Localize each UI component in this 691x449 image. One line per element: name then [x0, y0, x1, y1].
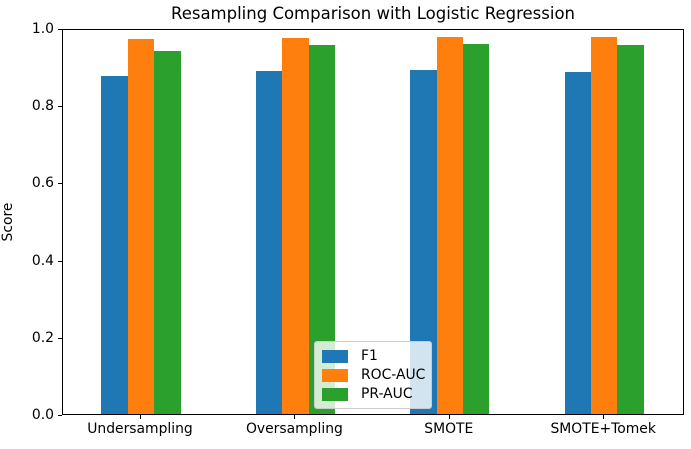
chart-title: Resampling Comparison with Logistic Regr… — [170, 4, 576, 23]
f1-swatch — [322, 349, 348, 363]
y-tick-mark — [58, 337, 62, 339]
bar-pr-auc-undersampling — [154, 51, 181, 414]
bar-roc-auc-smote — [436, 36, 463, 414]
y-tick-mark — [58, 29, 62, 30]
bar-f1-oversampling — [255, 70, 283, 414]
x-tick-mark — [294, 415, 296, 419]
x-tick-mark — [448, 415, 450, 419]
legend-label-roc-auc: ROC-AUC — [361, 367, 426, 383]
legend-label-f1: F1 — [361, 348, 378, 364]
plot-area: F1 ROC-AUC PR-AUC — [62, 29, 684, 415]
x-tick-mark — [140, 415, 141, 419]
y-tick-label-0.6: 0.6 — [31, 175, 54, 192]
bar-pr-auc-smote — [463, 44, 490, 414]
bar-f1-smote-tomek — [564, 72, 591, 414]
bar-roc-auc-smote-tomek — [591, 36, 618, 414]
x-tick-label-smote-tomek: SMOTE+Tomek — [550, 421, 656, 437]
pr-auc-swatch — [322, 387, 348, 401]
bar-pr-auc-smote-tomek — [617, 45, 644, 414]
legend-item-pr-auc: PR-AUC — [322, 386, 421, 402]
y-tick-label-0.4: 0.4 — [31, 252, 54, 269]
y-tick-label-0.8: 0.8 — [31, 98, 54, 115]
y-tick-label-1.0: 1.0 — [31, 21, 54, 37]
roc-auc-swatch — [322, 368, 348, 382]
y-tick-mark — [58, 260, 62, 262]
legend: F1 ROC-AUC PR-AUC — [314, 341, 432, 409]
x-tick-mark — [603, 415, 605, 419]
y-tick-label-0.2: 0.2 — [31, 329, 54, 346]
y-axis-label: Score — [0, 202, 16, 242]
y-tick-mark — [58, 415, 62, 416]
legend-item-f1: F1 — [322, 348, 421, 364]
legend-item-roc-auc: ROC-AUC — [322, 367, 425, 383]
x-tick-label-smote: SMOTE — [424, 421, 474, 437]
x-tick-label-undersampling: Undersampling — [87, 421, 193, 437]
bar-roc-auc-oversampling — [282, 37, 309, 414]
y-tick-mark — [58, 183, 62, 185]
y-tick-label-0.0: 0.0 — [31, 407, 54, 423]
y-tick-mark — [58, 106, 62, 108]
legend-label-pr-auc: PR-AUC — [361, 386, 413, 402]
bar-roc-auc-undersampling — [127, 39, 155, 414]
bar-f1-undersampling — [101, 76, 128, 414]
x-tick-label-oversampling: Oversampling — [245, 421, 343, 437]
